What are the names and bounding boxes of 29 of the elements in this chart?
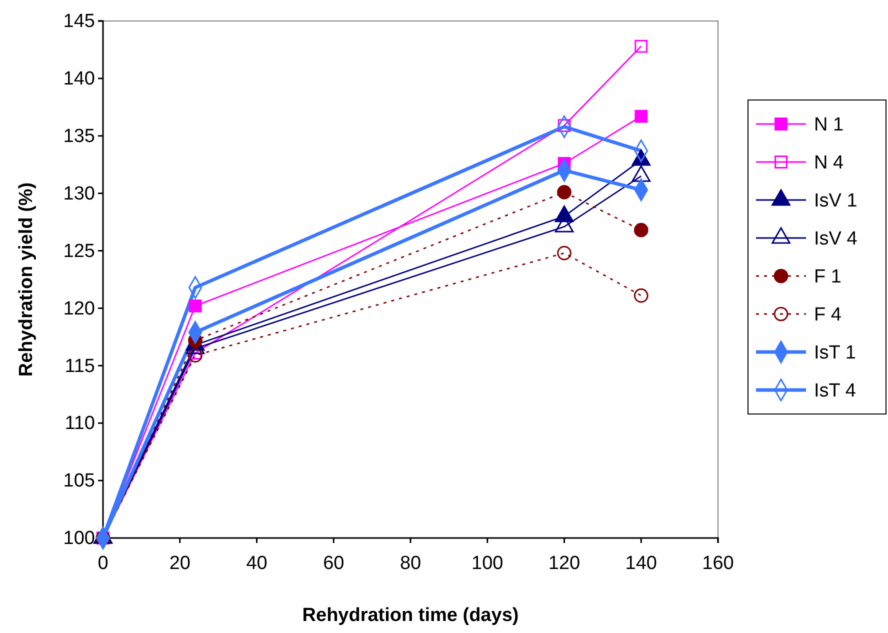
x-tick-label: 100 [472, 552, 504, 574]
x-tick-label: 60 [323, 552, 344, 574]
y-tick-label: 145 [63, 11, 95, 32]
legend-label: IsV 4 [814, 228, 858, 250]
x-tick-label: 160 [702, 552, 734, 574]
x-axis-title: Rehydration time (days) [302, 605, 519, 626]
legend-label: F 4 [814, 304, 842, 326]
legend-label: N 4 [814, 152, 844, 174]
y-tick-label: 100 [63, 528, 95, 550]
y-tick-label: 125 [63, 240, 95, 262]
y-tick-label: 135 [63, 126, 95, 147]
y-tick-label: 120 [63, 298, 95, 320]
y-tick-label: 115 [64, 356, 95, 377]
legend-label: IsT 1 [814, 342, 856, 364]
y-axis-title: Rehydration yield (%) [16, 182, 37, 377]
y-tick-label: 130 [63, 183, 95, 204]
x-tick-label: 80 [400, 552, 422, 574]
legend-label: N 1 [814, 114, 844, 136]
x-tick-label: 0 [98, 552, 108, 574]
x-tick-label: 120 [548, 552, 580, 574]
y-tick-label: 105 [63, 470, 95, 492]
x-tick-label: 40 [246, 552, 268, 574]
x-tick-label: 20 [169, 552, 190, 574]
y-tick-label: 140 [63, 68, 95, 90]
x-tick-label: 140 [625, 552, 657, 574]
legend-label: F 1 [814, 266, 842, 288]
legend-label: IsV 1 [814, 190, 858, 212]
legend-label: IsT 4 [814, 380, 856, 402]
y-tick-label: 110 [64, 413, 95, 434]
